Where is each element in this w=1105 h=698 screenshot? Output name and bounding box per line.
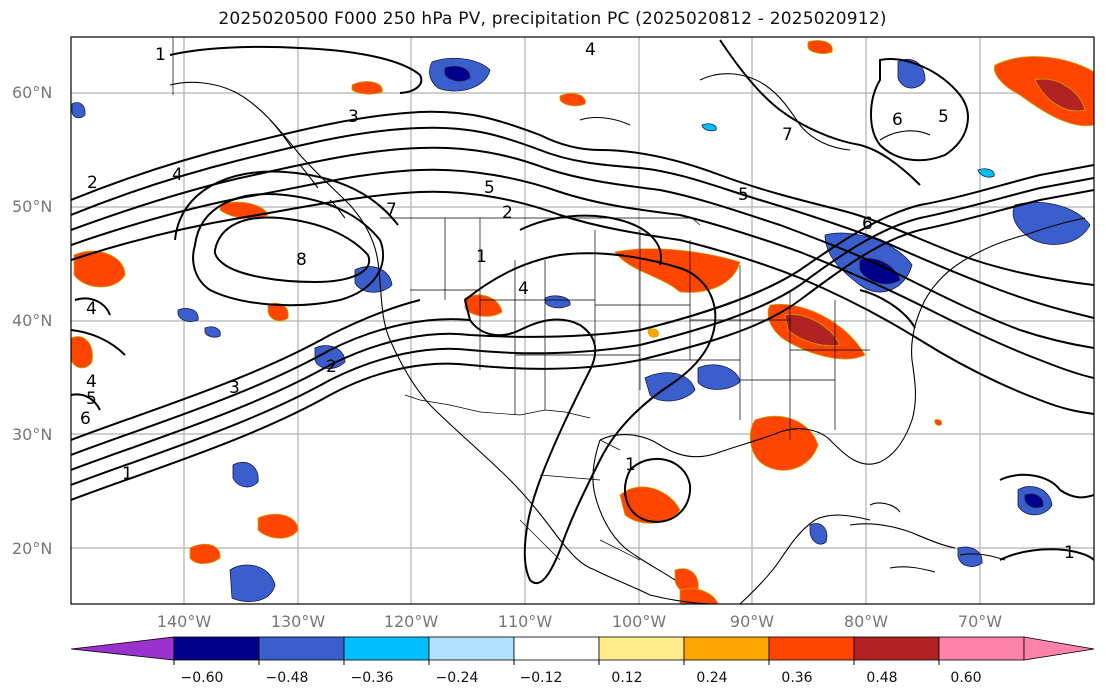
colorbar-swatch xyxy=(938,636,1025,661)
lon-label-120w: 120°W xyxy=(383,612,439,631)
colorbar-tick-label: 0.12 xyxy=(611,670,643,686)
contour-label: 2 xyxy=(326,357,337,377)
contour-label: 2 xyxy=(502,203,513,223)
contour-label: 1 xyxy=(122,464,133,484)
lon-label-130w: 130°W xyxy=(270,612,326,631)
contour-label: 5 xyxy=(738,185,749,205)
colorbar-tick-label: −0.36 xyxy=(350,670,394,686)
contour-label: 3 xyxy=(348,107,359,127)
lat-label-60n: 60°N xyxy=(12,83,53,102)
colorbar xyxy=(70,636,1095,661)
colorbar-swatch xyxy=(258,636,345,661)
contour-label: 1 xyxy=(625,455,636,475)
contour-label: 1 xyxy=(1064,543,1075,563)
colorbar-tick-label: 0.60 xyxy=(950,670,982,686)
lat-label-40n: 40°N xyxy=(12,311,53,330)
colorbar-swatch xyxy=(853,636,940,661)
colorbar-swatch xyxy=(428,636,515,661)
contour-label: 5 xyxy=(938,107,949,127)
lon-label-100w: 100°W xyxy=(611,612,667,631)
contour-label: 1 xyxy=(155,45,166,65)
colorbar-tick-label: −0.48 xyxy=(265,670,309,686)
contour-label: 6 xyxy=(892,110,903,130)
colorbar-tick-label: 0.24 xyxy=(696,670,728,686)
contour-label: 1 xyxy=(476,247,487,267)
colorbar-tick-label: 0.36 xyxy=(781,670,813,686)
map-frame xyxy=(70,36,1095,605)
colorbar-tick-label: 0.48 xyxy=(866,670,898,686)
contour-label: 4 xyxy=(172,165,183,185)
contour-label: 6 xyxy=(80,409,91,429)
colorbar-tick-label: −0.12 xyxy=(519,670,563,686)
contour-label: 7 xyxy=(782,125,793,145)
lon-label-90w: 90°W xyxy=(729,612,775,631)
lat-label-30n: 30°N xyxy=(12,425,53,444)
contour-label: 5 xyxy=(86,389,97,409)
pv-contours xyxy=(71,39,1094,585)
figure-title: 2025020500 F000 250 hPa PV, precipitatio… xyxy=(218,9,887,29)
lon-label-110w: 110°W xyxy=(497,612,553,631)
contour-label: 8 xyxy=(296,250,307,270)
contour-label: 2 xyxy=(87,173,98,193)
contour-label: 5 xyxy=(484,178,495,198)
precip-negative-patches xyxy=(71,57,1091,602)
colorbar-tick-label: −0.60 xyxy=(180,670,224,686)
colorbar-swatch xyxy=(683,636,770,661)
colorbar-swatch xyxy=(343,636,430,661)
contour-labels: 1 3 2 4 5 7 8 2 1 4 5 6 5 7 6 4 3 4 5 6 … xyxy=(80,40,1075,563)
lon-label-140w: 140°W xyxy=(156,612,212,631)
colorbar-swatch xyxy=(598,636,685,661)
contour-label: 3 xyxy=(229,378,240,398)
contour-label: 4 xyxy=(86,299,97,319)
colorbar-over-triangle xyxy=(1023,636,1095,661)
colorbar-tick-label: −0.24 xyxy=(435,670,479,686)
lat-label-50n: 50°N xyxy=(12,197,53,216)
contour-label: 7 xyxy=(386,200,397,220)
lon-label-80w: 80°W xyxy=(843,612,889,631)
contour-label: 4 xyxy=(86,372,97,392)
precip-positive-patches xyxy=(71,40,1094,604)
lon-label-70w: 70°W xyxy=(957,612,1003,631)
contour-label: 6 xyxy=(862,214,873,234)
colorbar-swatch xyxy=(768,636,855,661)
contour-label: 4 xyxy=(518,279,529,299)
colorbar-under-triangle xyxy=(70,636,175,661)
lat-label-20n: 20°N xyxy=(12,539,53,558)
colorbar-swatch xyxy=(173,636,260,661)
contour-label: 4 xyxy=(585,40,596,60)
colorbar-swatch xyxy=(513,636,600,661)
